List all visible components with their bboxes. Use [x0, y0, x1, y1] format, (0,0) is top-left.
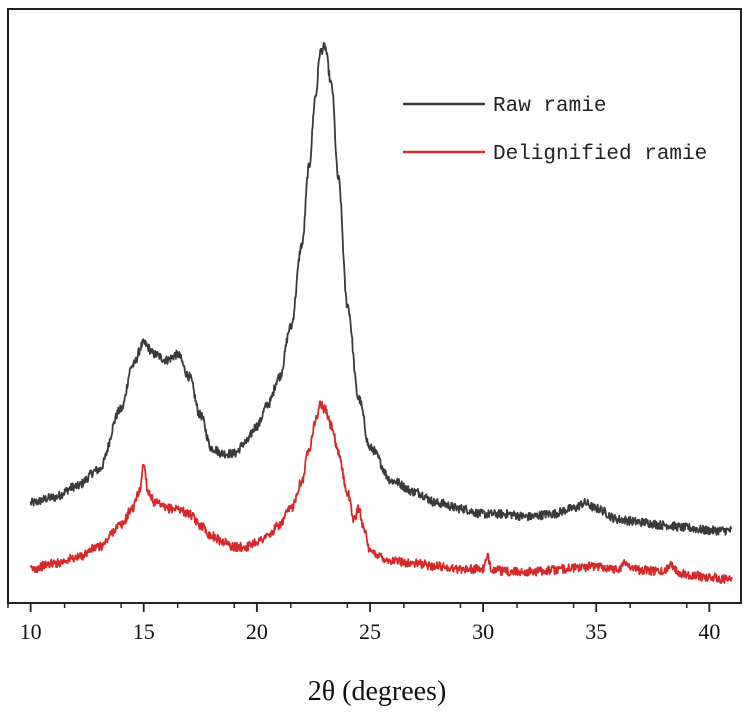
- series-line-delignified-ramie: [29, 400, 733, 584]
- x-tick-label: 30: [472, 619, 494, 644]
- x-axis-ticks: 10 15 20 25 30 35 40: [7, 603, 720, 644]
- x-axis-title: 2θ (degrees): [308, 676, 447, 707]
- x-tick-label: 40: [698, 619, 720, 644]
- legend: Raw ramie Delignified ramie: [403, 95, 707, 166]
- plot-frame: [7, 8, 742, 604]
- series-line-raw-ramie: [29, 41, 733, 536]
- x-tick-label: 25: [359, 619, 381, 644]
- legend-label: Delignified ramie: [493, 143, 707, 166]
- x-tick-label: 10: [20, 619, 42, 644]
- legend-label: Raw ramie: [493, 95, 606, 118]
- x-tick-label: 20: [246, 619, 268, 644]
- series-layer: [29, 41, 733, 584]
- x-tick-label: 15: [133, 619, 155, 644]
- x-tick-label: 35: [585, 619, 607, 644]
